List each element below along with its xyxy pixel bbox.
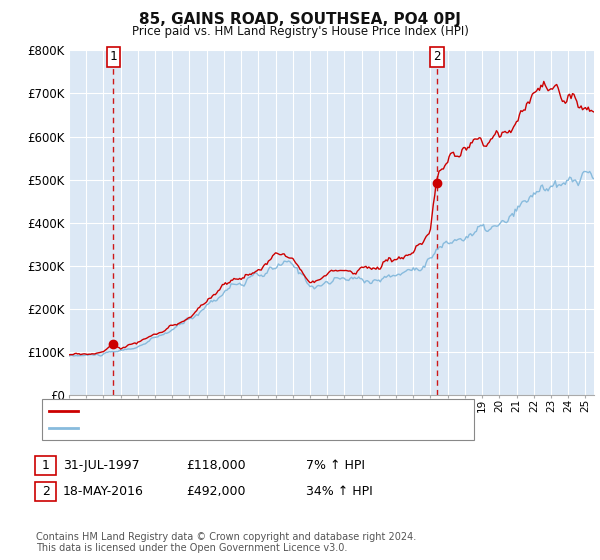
Text: 34% ↑ HPI: 34% ↑ HPI [306,485,373,498]
Text: 85, GAINS ROAD, SOUTHSEA, PO4 0PJ: 85, GAINS ROAD, SOUTHSEA, PO4 0PJ [139,12,461,27]
Text: 2: 2 [433,50,441,63]
Text: £492,000: £492,000 [186,485,245,498]
Text: 18-MAY-2016: 18-MAY-2016 [63,485,144,498]
Text: 2: 2 [41,485,50,498]
Text: 1: 1 [110,50,117,63]
Text: 31-JUL-1997: 31-JUL-1997 [63,459,140,473]
Text: Price paid vs. HM Land Registry's House Price Index (HPI): Price paid vs. HM Land Registry's House … [131,25,469,38]
Text: 85, GAINS ROAD, SOUTHSEA, PO4 0PJ (detached house): 85, GAINS ROAD, SOUTHSEA, PO4 0PJ (detac… [85,405,397,416]
Text: 1: 1 [41,459,50,473]
Text: Contains HM Land Registry data © Crown copyright and database right 2024.
This d: Contains HM Land Registry data © Crown c… [36,531,416,553]
Text: £118,000: £118,000 [186,459,245,473]
Text: 7% ↑ HPI: 7% ↑ HPI [306,459,365,473]
Text: HPI: Average price, detached house, Portsmouth: HPI: Average price, detached house, Port… [85,423,356,433]
